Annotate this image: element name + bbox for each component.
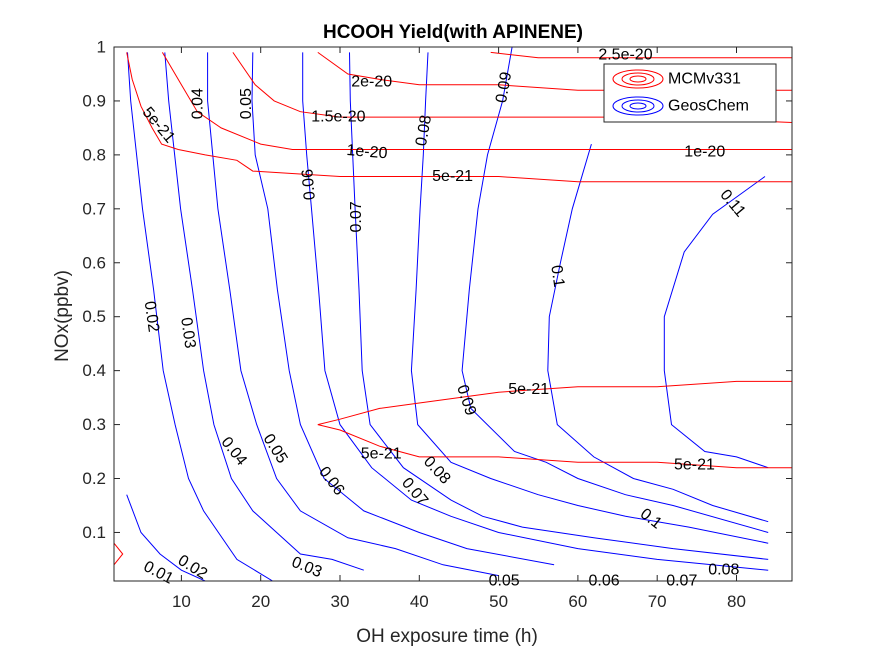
- legend-contour-ring: [629, 102, 647, 110]
- legend-contour-ring: [621, 99, 655, 113]
- contour-lines: [114, 47, 792, 581]
- contour-line: [161, 52, 792, 150]
- x-tick-label: 70: [648, 592, 667, 611]
- y-tick-label: 1: [97, 38, 106, 57]
- legend-contour-ring: [612, 96, 664, 116]
- legend-contour-ring: [629, 75, 647, 83]
- contour-label: 1.5e-20: [311, 109, 365, 126]
- y-tick-label: 0.6: [82, 253, 106, 272]
- contour-line: [302, 52, 769, 571]
- contour-line: [251, 52, 555, 566]
- x-tick-label: 30: [331, 592, 350, 611]
- y-axis-label: NOx(ppbv): [52, 270, 73, 362]
- contour-series-mcmv331: [114, 51, 792, 566]
- y-tick-label: 0.1: [82, 523, 106, 542]
- contour-line: [126, 494, 206, 581]
- contour-line: [164, 52, 364, 571]
- contour-label: 0.03: [177, 316, 198, 349]
- contour-label: 5e-21: [508, 381, 549, 398]
- x-tick-label: 10: [172, 592, 191, 611]
- x-axis-label: OH exposure time (h): [356, 626, 538, 647]
- y-tick-label: 0.9: [82, 91, 106, 110]
- axes: 10 20 30 40 50 60 70 80 0.1 0.2 0.3 0.4 0.5 0.6 0.7 0.8…: [82, 38, 793, 611]
- y-tick-label: 0.4: [82, 361, 106, 380]
- axes-box: [113, 46, 793, 582]
- x-tick-label: 80: [727, 592, 746, 611]
- contour-line: [461, 47, 769, 533]
- contour-label: 2.5e-20: [598, 47, 652, 64]
- legend-entry-label: GeosChem: [668, 98, 749, 115]
- contour-label: 0.07: [348, 201, 365, 232]
- legend-entry-label: MCMv331: [668, 71, 741, 88]
- contour-line: [127, 52, 273, 581]
- y-tick-label: 0.8: [82, 145, 106, 164]
- y-tick-label: 0.2: [82, 469, 106, 488]
- contour-line: [410, 52, 769, 544]
- plot-area: 0.010.02 0.030.02 0.030.04 0.050.06 0.070.08…: [82, 38, 793, 611]
- contour-line: [663, 176, 769, 469]
- contour-line: [114, 542, 124, 566]
- contour-label: 2e-20: [351, 74, 392, 91]
- x-tick-label: 50: [489, 592, 508, 611]
- x-tick-label: 60: [568, 592, 587, 611]
- contour-label: 0.09: [493, 71, 515, 105]
- legend-contour-ring: [621, 72, 655, 86]
- legend-contour-ring: [612, 69, 664, 89]
- contour-line: [349, 52, 769, 560]
- contour-label: 1e-20: [346, 142, 388, 163]
- contour-line: [490, 51, 792, 59]
- contour-line: [317, 380, 792, 469]
- contour-label: 5e-21: [432, 168, 473, 185]
- x-tick-label: 20: [251, 592, 270, 611]
- legend-contour-icon: [612, 69, 664, 89]
- contour-labels: 0.010.02 0.030.02 0.030.04 0.050.06 0.070.08…: [139, 47, 749, 590]
- contour-line: [207, 52, 499, 577]
- contour-label: 0.08: [708, 562, 739, 579]
- contour-label: 0.1: [547, 264, 567, 288]
- contour-label: 0.08: [413, 114, 435, 148]
- contour-series-geoschem: [126, 47, 769, 581]
- y-tick-label: 0.3: [82, 415, 106, 434]
- contour-label: 5e-21: [361, 446, 402, 463]
- contour-label: 0.05: [238, 88, 255, 119]
- contour-line: [126, 52, 792, 183]
- contour-label: 5e-21: [674, 457, 715, 474]
- y-tick-label: 0.7: [82, 199, 106, 218]
- contour-label: 1e-20: [684, 144, 725, 161]
- legend-contour-icon: [612, 96, 664, 116]
- y-tick-label: 0.5: [82, 307, 106, 326]
- chart-title: HCOOH Yield(with APINENE): [323, 22, 583, 43]
- contour-label: 0.04: [190, 88, 207, 119]
- contour-label: 0.06: [299, 168, 319, 201]
- contour-line: [547, 143, 769, 523]
- x-tick-label: 40: [410, 592, 429, 611]
- contour-label: 0.02: [141, 300, 162, 333]
- legend: MCMv331 GeosChem: [603, 63, 777, 123]
